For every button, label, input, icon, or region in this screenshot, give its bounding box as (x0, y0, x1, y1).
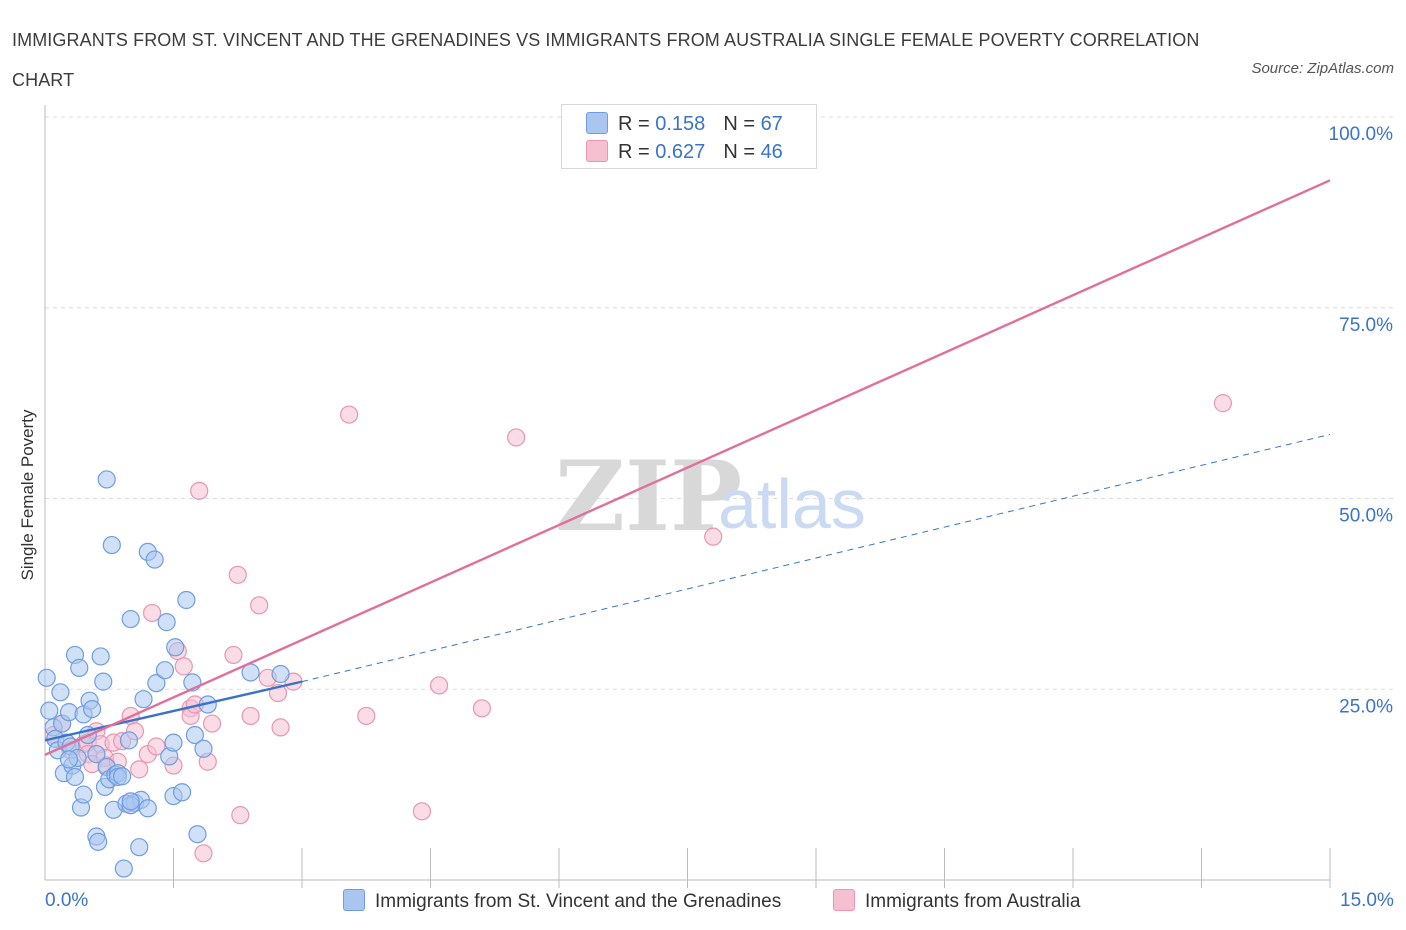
point-australia (174, 657, 193, 676)
point-st-vincent (121, 609, 140, 629)
point-australia (271, 718, 290, 737)
point-st-vincent (70, 658, 89, 677)
point-st-vincent (138, 799, 157, 818)
legend-label-st-vincent: Immigrants from St. Vincent and the Gren… (375, 891, 782, 912)
point-st-vincent (157, 613, 176, 632)
point-australia (231, 806, 250, 825)
point-st-vincent (134, 690, 153, 709)
point-australia (190, 481, 209, 500)
trendline-australia (44, 179, 1331, 756)
point-st-vincent (166, 638, 185, 657)
y-axis-title: Single Female Poverty (18, 409, 37, 581)
axes (44, 105, 1331, 888)
point-australia (202, 714, 222, 733)
correlation-legend: R = 0.158 N = 67 R = 0.627 N = 46 (561, 104, 817, 169)
point-st-vincent (51, 683, 70, 702)
n-value-pink: 46 (760, 141, 783, 163)
watermark: ZIP atlas (555, 440, 866, 553)
n-label: N = (723, 141, 755, 163)
point-st-vincent (155, 661, 175, 680)
legend-swatch-pink (586, 140, 608, 162)
legend-swatch-blue (586, 112, 608, 134)
point-st-vincent (40, 701, 59, 720)
n-label: N = (723, 113, 755, 135)
point-st-vincent (83, 699, 102, 719)
n-value-blue: 67 (760, 113, 783, 135)
point-st-vincent (91, 647, 110, 666)
point-st-vincent (147, 674, 166, 693)
point-australia (507, 428, 526, 447)
legend-swatch-blue (343, 889, 365, 911)
point-australia (224, 645, 243, 665)
point-australia (250, 596, 269, 615)
x-tick-min: 0.0% (45, 890, 89, 911)
point-st-vincent (65, 767, 85, 787)
point-australia (472, 699, 491, 718)
chart-title: IMMIGRANTS FROM ST. VINCENT AND THE GREN… (12, 30, 1200, 90)
point-st-vincent (94, 672, 113, 691)
source-label: Source: ZipAtlas.com (1251, 60, 1394, 77)
y-tick-label: 100.0% (1329, 124, 1394, 145)
point-australia (147, 737, 166, 756)
r-label: R = (618, 141, 650, 163)
point-st-vincent (177, 590, 196, 610)
series-legend: Immigrants from St. Vincent and the Gren… (0, 888, 1406, 916)
grid-lines (45, 116, 1395, 690)
point-australia (241, 706, 260, 726)
point-australia (704, 527, 723, 546)
point-st-vincent (59, 750, 79, 769)
point-st-vincent (188, 825, 207, 844)
point-australia (130, 760, 149, 779)
point-st-vincent (102, 535, 121, 555)
point-st-vincent (121, 792, 140, 811)
y-tick-labels: 25.0% 50.0% 75.0% 100.0% (1329, 124, 1394, 717)
point-st-vincent (185, 725, 205, 745)
point-australia (1213, 394, 1233, 413)
legend-swatch-pink (833, 889, 855, 911)
point-st-vincent (112, 767, 132, 786)
point-australia (142, 603, 162, 623)
legend-row-st-vincent: R = 0.158 N = 67 (586, 110, 783, 138)
point-st-vincent (114, 859, 133, 878)
point-st-vincent (119, 731, 139, 750)
y-tick-label: 25.0% (1339, 696, 1393, 717)
series-st-vincent-points (37, 470, 290, 878)
point-australia (412, 802, 432, 821)
point-australia (228, 565, 247, 584)
point-australia (194, 844, 213, 863)
point-st-vincent (194, 739, 213, 758)
trend-lines (44, 179, 1331, 756)
r-value-pink: 0.627 (655, 141, 706, 163)
legend-label-australia: Immigrants from Australia (865, 891, 1081, 912)
y-tick-label: 50.0% (1339, 506, 1393, 527)
point-st-vincent (271, 664, 290, 684)
point-australia (429, 676, 449, 695)
legend-row-australia: R = 0.627 N = 46 (586, 138, 783, 166)
r-value-blue: 0.158 (655, 113, 706, 135)
point-st-vincent (130, 838, 149, 857)
legend-item-australia: Immigrants from Australia (833, 888, 1080, 916)
point-st-vincent (37, 668, 56, 687)
point-st-vincent (89, 832, 108, 851)
point-st-vincent (164, 733, 183, 752)
point-st-vincent (172, 783, 192, 802)
watermark-atlas: atlas (718, 465, 866, 543)
r-label: R = (618, 113, 650, 135)
trendline-st-vincent (301, 433, 1331, 683)
x-tick-max: 15.0% (1340, 890, 1394, 911)
legend-item-st-vincent: Immigrants from St. Vincent and the Gren… (343, 888, 781, 916)
point-australia (357, 706, 376, 726)
y-tick-label: 75.0% (1339, 315, 1393, 336)
point-st-vincent (74, 785, 93, 804)
point-st-vincent (145, 550, 164, 569)
point-australia (340, 405, 359, 424)
trendline-st-vincent (44, 680, 303, 742)
point-st-vincent (87, 745, 106, 764)
point-st-vincent (97, 470, 116, 489)
